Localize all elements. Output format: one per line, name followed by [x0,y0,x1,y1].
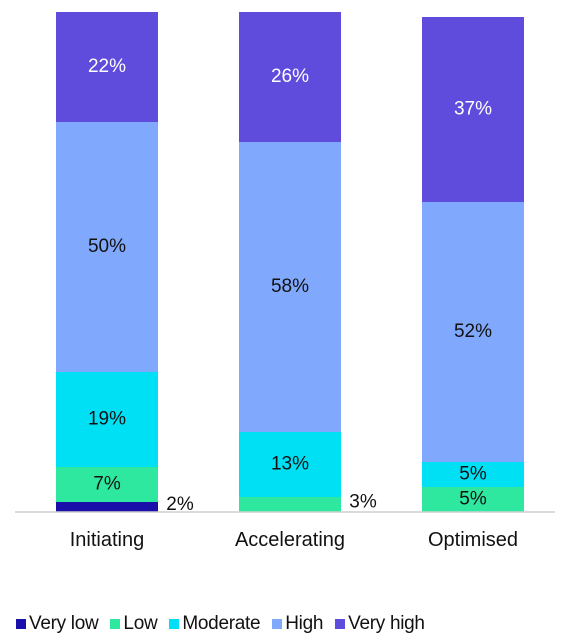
legend-swatch [335,619,346,629]
legend-swatch [169,619,180,629]
data-label-moderate-initiating: 19% [88,409,126,430]
legend-item-moderate: Moderate [169,613,261,635]
data-label-very-high-optimised: 37% [454,99,492,120]
bars-group [56,12,524,512]
data-label-low-accelerating: 3% [349,492,377,513]
data-label-moderate-optimised: 5% [459,464,487,485]
legend-item-very-low: Very low [16,613,99,635]
data-label-very-high-initiating: 22% [88,56,126,77]
data-label-low-initiating: 7% [93,474,121,495]
bar-segment-moderate-optimised [422,462,524,487]
legend-item-high: High [272,613,323,635]
bar-segment-very-low-initiating [56,502,158,512]
bar-segment-low-accelerating [239,497,341,512]
bar-segment-high-accelerating [239,142,341,432]
bar-segment-very-high-accelerating [239,12,341,142]
legend-label: Low [123,613,158,634]
legend-label: Moderate [182,613,261,634]
legend: Very low Low Moderate High Very high [0,612,571,636]
data-label-moderate-accelerating: 13% [271,454,309,475]
legend-swatch [16,619,26,629]
x-tick-label-initiating: Initiating [70,529,145,551]
legend-item-low: Low [110,613,158,635]
bar-segment-high-optimised [422,202,524,462]
data-label-low-optimised: 5% [459,489,487,510]
legend-swatch [272,619,283,629]
bar-segment-very-high-initiating [56,12,158,122]
legend-item-very-high: Very high [335,613,425,635]
legend-swatch [110,619,121,629]
bar-segment-moderate-accelerating [239,432,341,497]
legend-label: Very low [29,613,99,634]
bar-segment-low-initiating [56,467,158,502]
value-labels-group: 2% 7% 19% 50% 22% 3% 13% 58% 26% 5% 5% 52% 37% [88,56,492,515]
legend-label: Very high [348,613,425,634]
x-tick-label-optimised: Optimised [428,529,518,551]
stacked-bar-chart: 2% 7% 19% 50% 22% 3% 13% 58% 26% 5% 5% 52% 37% Initi… [15,12,555,551]
data-label-very-low-initiating: 2% [166,494,194,515]
bar-segment-moderate-initiating [56,372,158,467]
bar-segment-very-high-optimised [422,17,524,202]
data-label-high-accelerating: 58% [271,276,309,297]
x-tick-label-accelerating: Accelerating [235,529,345,551]
x-tick-labels-group: Initiating Accelerating Optimised [70,529,518,551]
bar-segment-low-optimised [422,487,524,512]
data-label-high-initiating: 50% [88,236,126,257]
data-label-very-high-accelerating: 26% [271,66,309,87]
legend-label: High [285,613,324,634]
data-label-high-optimised: 52% [454,321,492,342]
bar-segment-high-initiating [56,122,158,372]
